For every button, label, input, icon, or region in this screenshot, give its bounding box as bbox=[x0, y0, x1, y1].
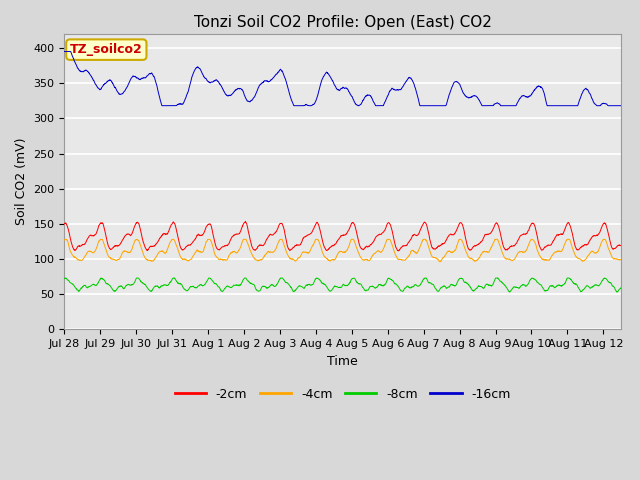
X-axis label: Time: Time bbox=[328, 355, 358, 368]
Legend: -2cm, -4cm, -8cm, -16cm: -2cm, -4cm, -8cm, -16cm bbox=[170, 383, 516, 406]
Text: TZ_soilco2: TZ_soilco2 bbox=[70, 43, 143, 56]
Title: Tonzi Soil CO2 Profile: Open (East) CO2: Tonzi Soil CO2 Profile: Open (East) CO2 bbox=[194, 15, 492, 30]
Y-axis label: Soil CO2 (mV): Soil CO2 (mV) bbox=[15, 138, 28, 226]
